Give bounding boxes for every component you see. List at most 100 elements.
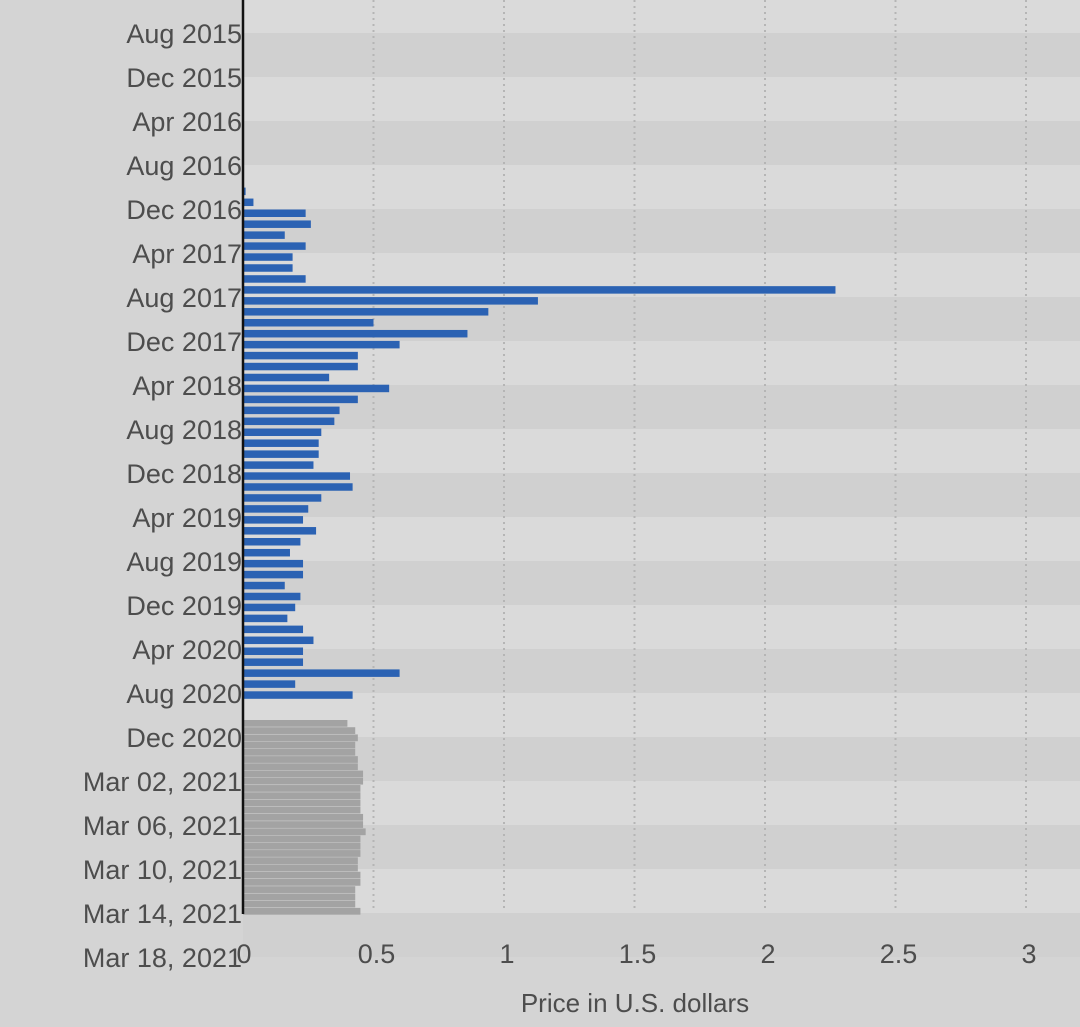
bar-jan-2018 xyxy=(243,340,400,349)
x-tick-label: 0 xyxy=(236,939,251,969)
bar-mar-12-2021 xyxy=(243,864,358,872)
bar-jun-2019 xyxy=(243,527,317,535)
bar-may-2020 xyxy=(243,647,304,655)
background-band xyxy=(243,825,1080,869)
bar-feb-2019 xyxy=(243,483,353,491)
background-bands xyxy=(243,0,1080,957)
bar-feb-22-2021 xyxy=(243,734,358,742)
background-band xyxy=(243,517,1080,561)
y-tick-label: Dec 2020 xyxy=(126,723,242,753)
bar-feb-23-2021 xyxy=(243,741,356,749)
y-tick-label: Mar 18, 2021 xyxy=(83,943,242,973)
bar-mar-13-2021 xyxy=(243,871,361,879)
y-tick-label: Mar 06, 2021 xyxy=(83,811,242,841)
background-band xyxy=(243,693,1080,737)
background-band xyxy=(243,869,1080,913)
x-tick-labels: 0 0.5 1 1.5 2 2.5 3 xyxy=(236,939,1036,969)
background-band xyxy=(243,781,1080,825)
bar-mar-01-2021 xyxy=(243,785,361,792)
bar-may-2017 xyxy=(243,253,293,261)
bar-aug-2019 xyxy=(243,548,290,557)
background-band xyxy=(243,33,1080,77)
bar-aug-2017 xyxy=(243,286,836,294)
bar-feb-2017 xyxy=(243,220,311,228)
y-tick-label: Apr 2016 xyxy=(132,107,242,137)
bar-mar-10-2021 xyxy=(243,850,361,857)
bar-mar-2017 xyxy=(243,231,285,239)
y-tick-label: Apr 2020 xyxy=(132,635,242,665)
x-tick-label: 1.5 xyxy=(619,939,657,969)
bar-sep-2018 xyxy=(243,428,322,436)
bar-mar-04-2021 xyxy=(243,806,361,814)
bar-jan-2017 xyxy=(243,209,306,217)
background-band xyxy=(243,913,1080,957)
y-tick-label: Apr 2017 xyxy=(132,239,242,269)
bar-feb-21-2021 xyxy=(243,727,356,734)
bar-mar-18-2021 xyxy=(243,907,361,915)
bar-mar-17-2021 xyxy=(243,900,356,908)
bar-mar-07-2021 xyxy=(243,828,366,836)
bar-apr-2018 xyxy=(243,373,330,382)
y-tick-label: Mar 14, 2021 xyxy=(83,899,242,929)
bar-dec-2016 xyxy=(243,198,254,207)
bar-feb-25-2021 xyxy=(243,756,358,763)
y-tick-label: Aug 2019 xyxy=(126,547,242,577)
background-band xyxy=(243,605,1080,649)
background-band xyxy=(243,77,1080,121)
bar-mar-2019 xyxy=(243,494,322,502)
bar-nov-2016 xyxy=(243,187,246,196)
y-tick-label: Dec 2017 xyxy=(126,327,242,357)
bar-apr-2020 xyxy=(243,636,314,645)
bar-may-2019 xyxy=(243,516,304,524)
bar-jun-2017 xyxy=(243,264,293,272)
bar-may-2018 xyxy=(243,384,390,393)
bar-feb-24-2021 xyxy=(243,748,356,756)
y-tick-label: Aug 2018 xyxy=(126,415,242,445)
y-tick-label: Dec 2015 xyxy=(126,63,242,93)
y-tick-label: Dec 2018 xyxy=(126,459,242,489)
y-tick-label: Mar 02, 2021 xyxy=(83,767,242,797)
bar-jun-2020 xyxy=(243,658,304,666)
bar-mar-08-2021 xyxy=(243,835,361,843)
bar-feb-27-2021 xyxy=(243,770,364,778)
y-tick-label: Aug 2016 xyxy=(126,151,242,181)
bar-dec-2017 xyxy=(243,329,468,338)
x-tick-label: 2 xyxy=(760,939,775,969)
y-tick-label: Aug 2015 xyxy=(126,19,242,49)
bar-jun-2018 xyxy=(243,395,358,404)
bar-mar-03-2021 xyxy=(243,799,361,807)
bar-feb-28-2021 xyxy=(243,777,364,785)
bar-jul-2019 xyxy=(243,538,301,546)
x-axis-title: Price in U.S. dollars xyxy=(521,988,749,1018)
bar-mar-14-2021 xyxy=(243,878,361,886)
vertical-gridlines xyxy=(372,0,1027,910)
bar-apr-2017 xyxy=(243,242,306,250)
bar-mar-2020 xyxy=(243,625,304,634)
bar-mar-06-2021 xyxy=(243,821,364,828)
bar-sep-2019 xyxy=(243,559,304,568)
bar-oct-2019 xyxy=(243,570,304,579)
x-tick-label: 1 xyxy=(499,939,514,969)
background-band xyxy=(243,737,1080,781)
bar-mar-05-2021 xyxy=(243,813,364,821)
bar-nov-2018 xyxy=(243,450,319,458)
background-band xyxy=(243,385,1080,429)
bar-mar-09-2021 xyxy=(243,842,361,850)
bar-aug-2018 xyxy=(243,417,335,426)
bar-jul-2017 xyxy=(243,275,306,283)
bar-feb-2020 xyxy=(243,614,288,623)
bar-jul-2020 xyxy=(243,669,400,677)
y-tick-label: Aug 2020 xyxy=(126,679,242,709)
x-tick-label: 0.5 xyxy=(358,939,396,969)
bar-mar-02-2021 xyxy=(243,792,361,800)
background-band xyxy=(243,473,1080,517)
bar-nov-2017 xyxy=(243,319,374,327)
y-tick-label: Dec 2019 xyxy=(126,591,242,621)
y-tick-labels: Aug 2015 Dec 2015 Apr 2016 Aug 2016 Dec 2016… xyxy=(83,19,242,973)
background-band xyxy=(243,209,1080,253)
bar-dec-2018 xyxy=(243,461,314,469)
bar-dec-2019 xyxy=(243,592,301,601)
bar-jul-2018 xyxy=(243,406,340,415)
